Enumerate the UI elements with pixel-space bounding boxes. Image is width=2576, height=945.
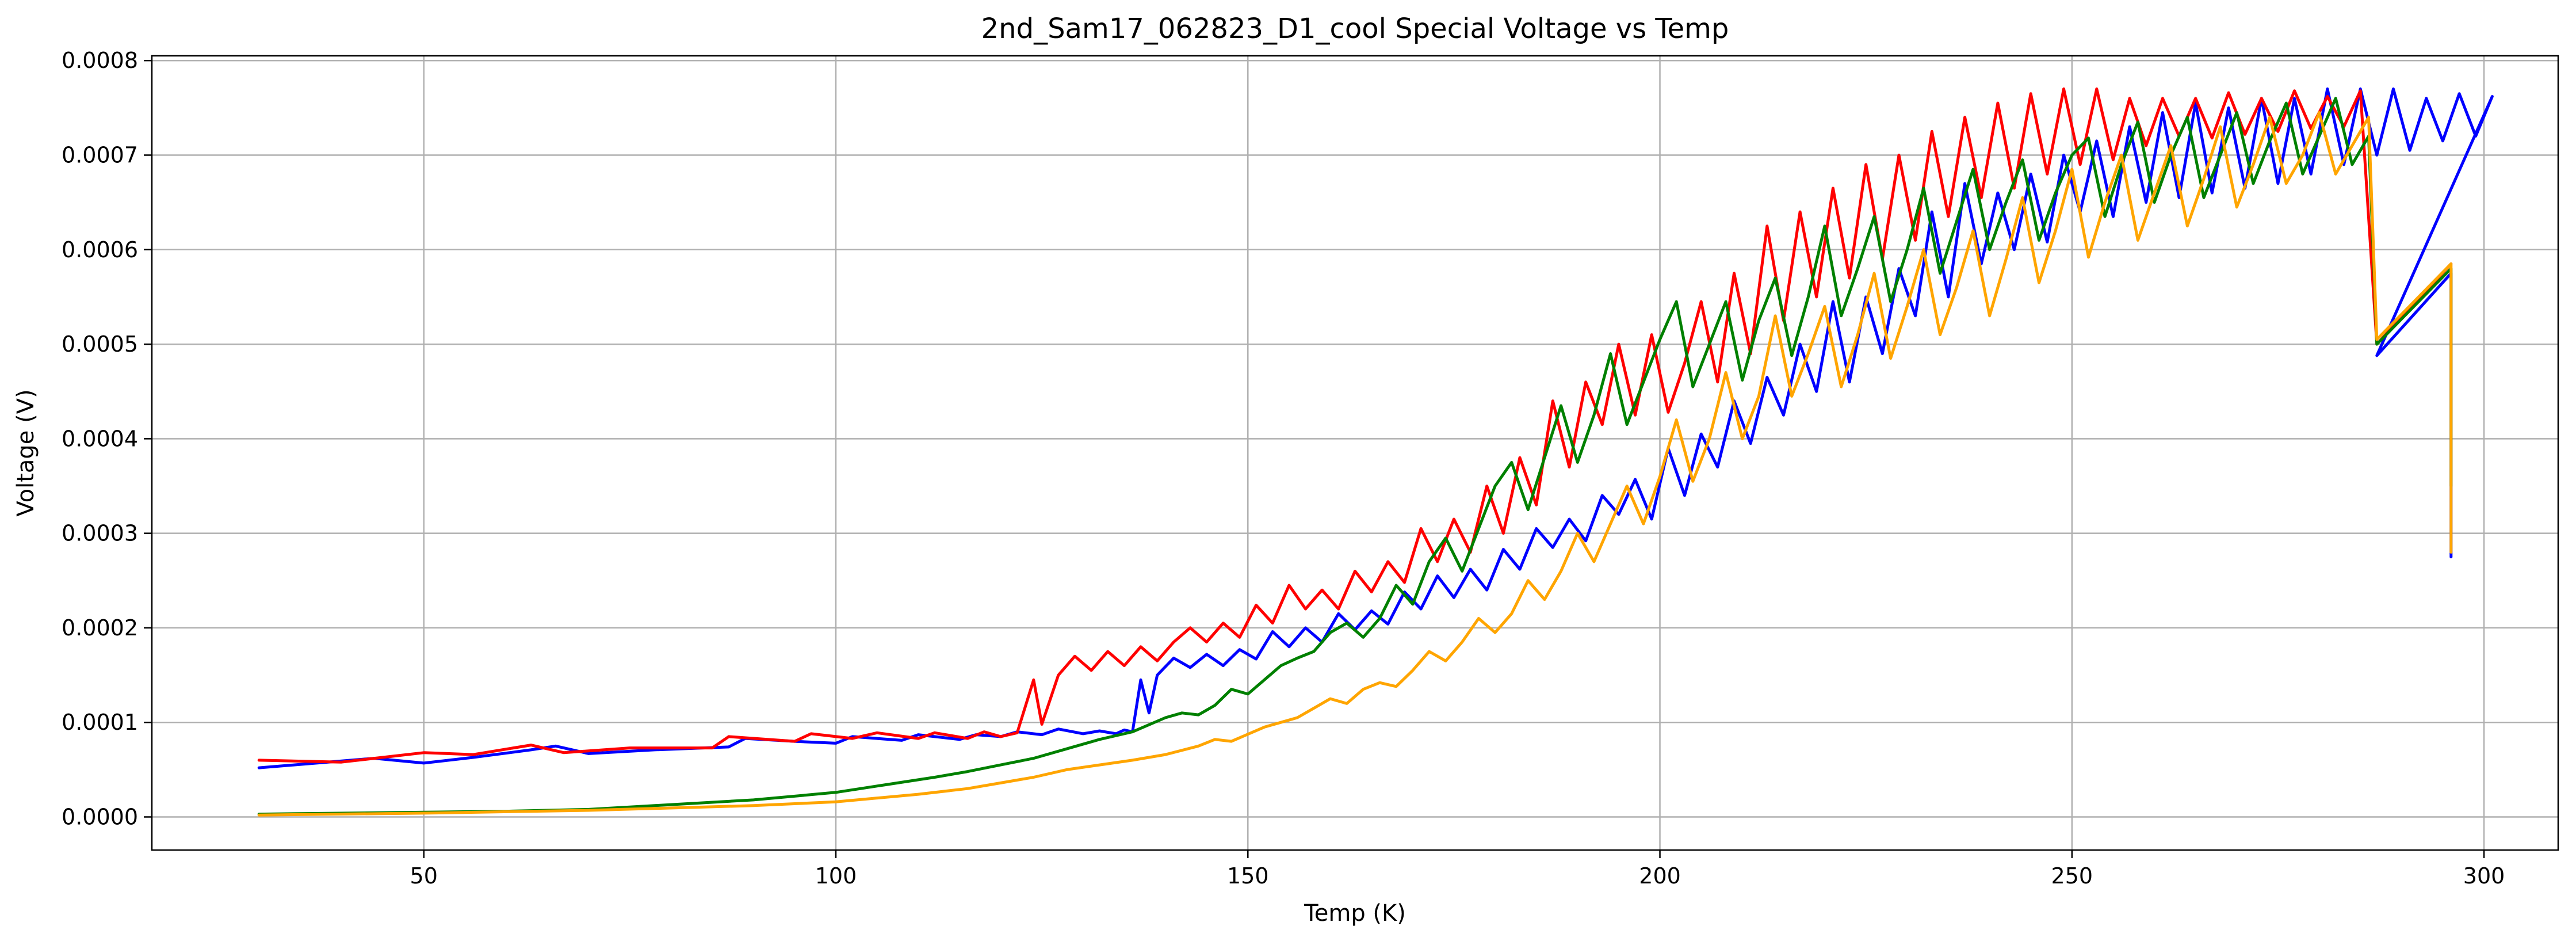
x-tick-label: 300 xyxy=(2463,863,2505,889)
y-tick-label: 0.0002 xyxy=(62,615,138,641)
series-line-1 xyxy=(257,87,2494,769)
series-layer xyxy=(257,87,2494,817)
y-tick-label: 0.0001 xyxy=(62,710,138,735)
x-tick-label: 50 xyxy=(410,863,438,889)
chart-title: 2nd_Sam17_062823_D1_cool Special Voltage… xyxy=(981,13,1729,45)
series-line-2 xyxy=(257,87,2453,764)
x-axis-label: Temp (K) xyxy=(1304,900,1406,927)
y-tick-label: 0.0006 xyxy=(62,237,138,262)
y-tick-label: 0.0004 xyxy=(62,426,138,451)
y-tick-label: 0.0005 xyxy=(62,331,138,357)
grid-layer xyxy=(152,56,2558,850)
y-tick-label: 0.0000 xyxy=(62,805,138,830)
series-line-3 xyxy=(257,97,2453,816)
y-tick-label: 0.0003 xyxy=(62,521,138,546)
x-tick-label: 150 xyxy=(1227,863,1269,889)
series-line-4 xyxy=(257,111,2453,817)
y-tick-label: 0.0007 xyxy=(62,143,138,168)
x-tick-label: 250 xyxy=(2051,863,2093,889)
plot-frame xyxy=(151,55,2559,851)
tick-layer: 50 100 150 200 250 300 0.0000 0.0001 0.0002 0.000… xyxy=(62,48,2505,889)
y-tick-label: 0.0008 xyxy=(62,48,138,73)
x-tick-label: 200 xyxy=(1639,863,1681,889)
x-tick-label: 100 xyxy=(815,863,857,889)
y-axis-label: Voltage (V) xyxy=(13,389,39,516)
